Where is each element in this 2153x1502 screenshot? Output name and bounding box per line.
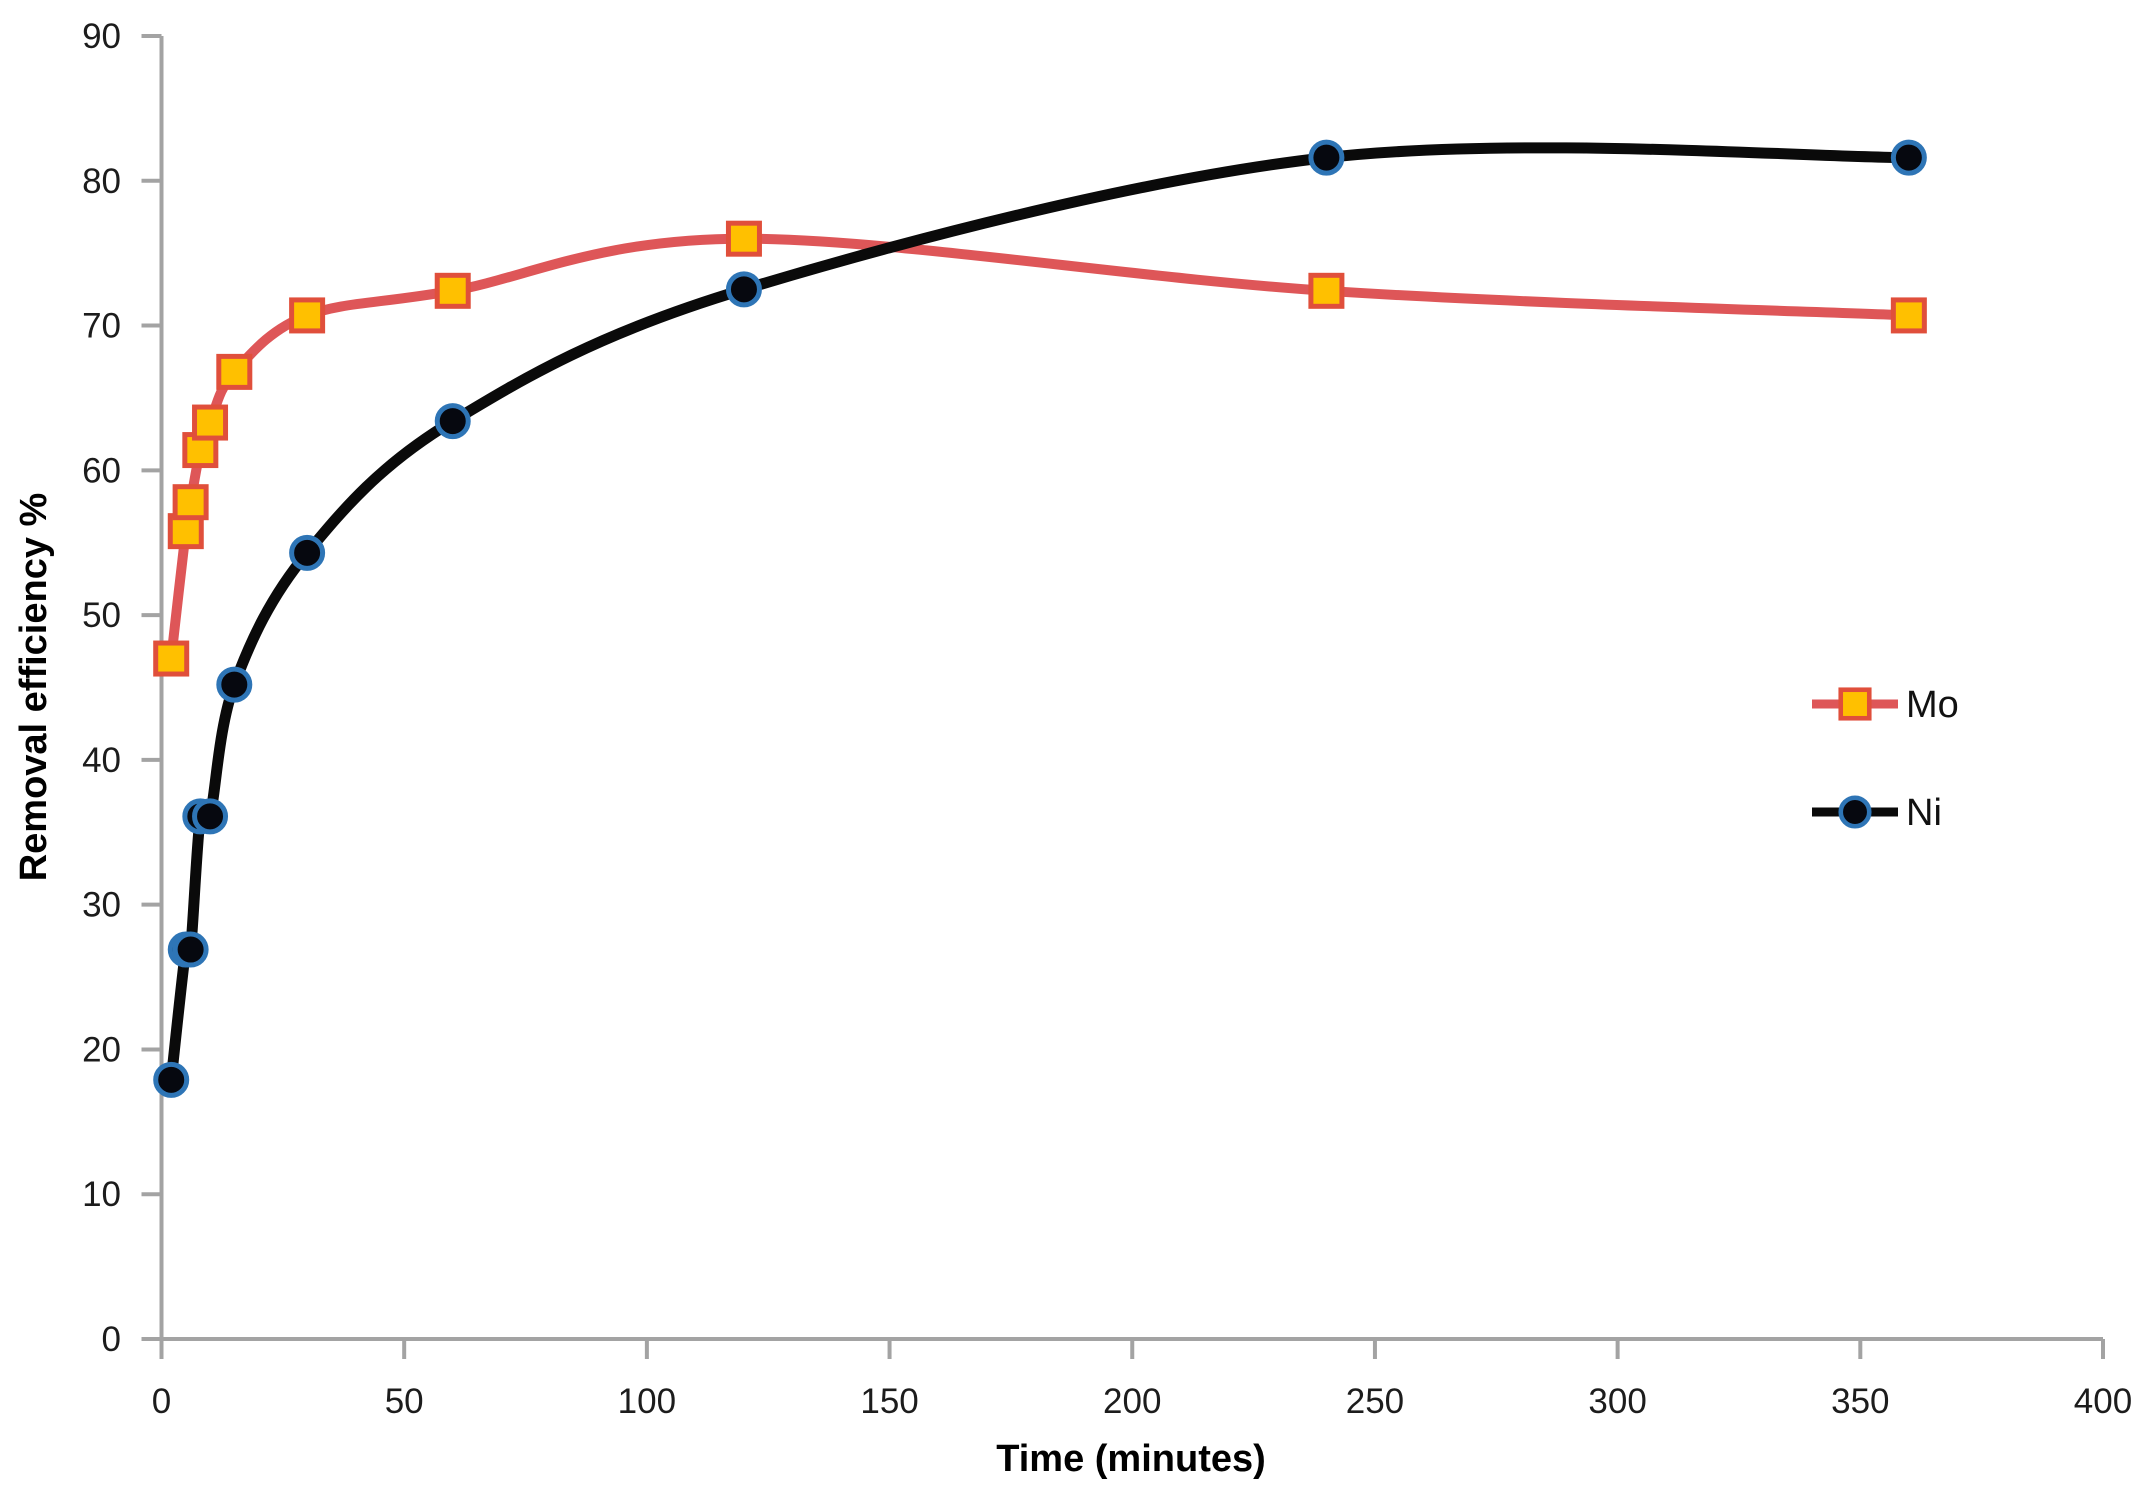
marker-circle-ni [289, 534, 326, 571]
x-tick-label: 300 [1588, 1382, 1646, 1421]
marker-circle-ni [1838, 795, 1872, 829]
legend: Mo Ni [1812, 684, 1959, 834]
x-tick-label: 350 [1831, 1382, 1889, 1421]
x-tick-label: 50 [385, 1382, 424, 1421]
y-tick-label: 60 [82, 451, 121, 490]
y-tick-label: 70 [82, 307, 121, 346]
marker-square-mo [167, 513, 204, 550]
marker-square-mo [1838, 687, 1872, 721]
x-axis-title: Time (minutes) [996, 1438, 1266, 1480]
marker-square-mo [172, 484, 209, 521]
y-tick-label: 20 [82, 1030, 121, 1069]
marker-square-mo [289, 297, 326, 334]
y-tick-label: 40 [82, 741, 121, 780]
x-tick-label: 150 [860, 1382, 918, 1421]
series-line-mo [166, 233, 1914, 664]
marker-square-mo [1308, 272, 1345, 309]
legend-label-ni: Ni [1906, 792, 1942, 834]
x-tick-label: 100 [618, 1382, 676, 1421]
x-tick-label: 250 [1346, 1382, 1404, 1421]
legend-label-mo: Mo [1906, 684, 1959, 726]
marker-circle-ni [192, 798, 229, 835]
x-tick-label: 0 [152, 1382, 171, 1421]
marker-square-mo [192, 404, 229, 441]
axes: 0 50 100 150 200 250 300 350 400 0 10 20 30 40 50 60 70 8… [82, 17, 2132, 1421]
y-tick-label: 10 [82, 1175, 121, 1214]
marker-circle-ni [434, 403, 471, 440]
x-tick-label: 200 [1103, 1382, 1161, 1421]
marker-circle-ni [1890, 139, 1927, 176]
marker-circle-ni [153, 1061, 190, 1098]
y-tick-label: 0 [102, 1320, 121, 1359]
series-line-ni [165, 142, 1915, 1086]
marker-circle-ni [216, 666, 253, 703]
marker-square-mo [434, 272, 471, 309]
legend-item-ni: Ni [1812, 792, 1942, 834]
marker-square-mo [1890, 297, 1927, 334]
legend-item-mo: Mo [1812, 684, 1959, 726]
marker-square-mo [153, 640, 190, 677]
series-layer [153, 139, 1927, 1098]
x-tick-label: 400 [2074, 1382, 2132, 1421]
y-tick-label: 90 [82, 17, 121, 56]
marker-circle-ni [172, 931, 209, 968]
y-tick-label: 50 [82, 596, 121, 635]
marker-square-mo [216, 353, 253, 390]
y-tick-label: 30 [82, 886, 121, 925]
y-tick-label: 80 [82, 162, 121, 201]
y-axis-title: Removal efficiency % [13, 493, 55, 882]
marker-circle-ni [725, 271, 762, 308]
marker-square-mo [725, 220, 762, 257]
marker-circle-ni [1308, 139, 1345, 176]
